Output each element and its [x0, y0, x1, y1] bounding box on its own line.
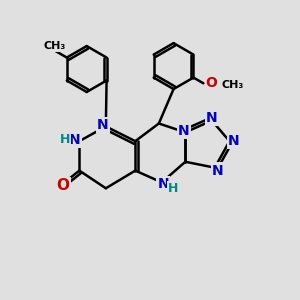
Text: N: N — [206, 111, 218, 124]
Text: N: N — [178, 124, 190, 138]
Text: CH₃: CH₃ — [44, 41, 66, 51]
Text: O: O — [57, 178, 70, 193]
Text: CH₃: CH₃ — [221, 80, 243, 90]
Text: H: H — [59, 133, 70, 146]
Text: N: N — [97, 118, 109, 132]
Text: O: O — [206, 76, 218, 90]
Text: N: N — [228, 134, 240, 148]
Text: N: N — [69, 133, 81, 147]
Text: N: N — [158, 177, 169, 191]
Text: H: H — [168, 182, 178, 195]
Text: N: N — [212, 164, 224, 178]
